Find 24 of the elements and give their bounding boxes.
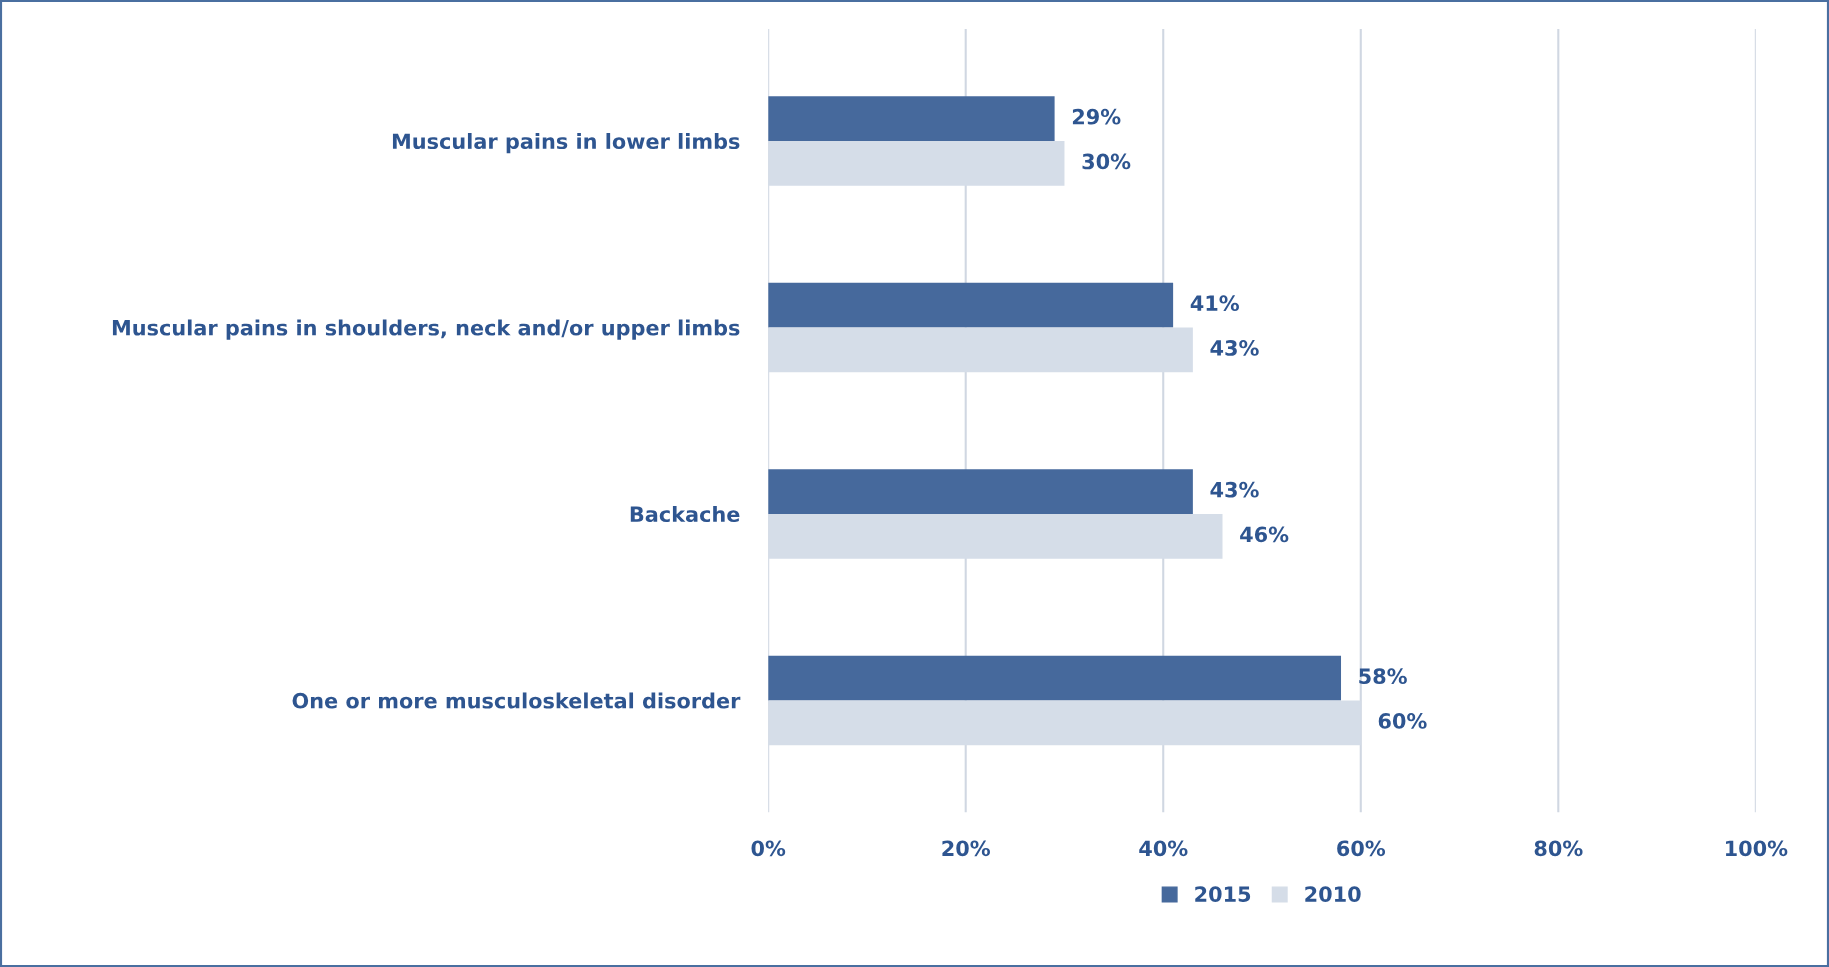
x-tick-label: 100% — [1726, 840, 1788, 857]
y-tick-label: Muscular pains in lower limbs — [392, 132, 740, 154]
data-label: 58% — [1359, 668, 1407, 685]
bar — [768, 96, 1055, 141]
bar — [768, 655, 1342, 701]
data-label: 43% — [1210, 340, 1259, 356]
legend-label: 2015 — [1195, 886, 1251, 902]
x-tick-label: 80% — [1534, 840, 1583, 857]
x-tick-label: 0% — [751, 840, 786, 857]
x-tick-label: 20% — [942, 840, 990, 857]
data-label: 46% — [1240, 526, 1289, 543]
data-label: 30% — [1082, 153, 1131, 170]
y-tick-label: Muscular pains in shoulders, neck and/or upper limbs — [112, 319, 740, 340]
data-label: 60% — [1378, 713, 1427, 729]
bar — [768, 282, 1174, 328]
data-label: 41% — [1190, 295, 1239, 312]
x-tick-label: 40% — [1139, 840, 1188, 857]
data-label: 43% — [1210, 481, 1259, 498]
legend-label: 2010 — [1305, 886, 1361, 902]
y-tick-label: Backache — [630, 505, 740, 523]
x-tick-label: 60% — [1337, 840, 1386, 857]
data-label: 29% — [1072, 108, 1121, 125]
bar — [768, 469, 1193, 514]
y-tick-label: One or more musculoskeletal disorder — [292, 692, 741, 709]
